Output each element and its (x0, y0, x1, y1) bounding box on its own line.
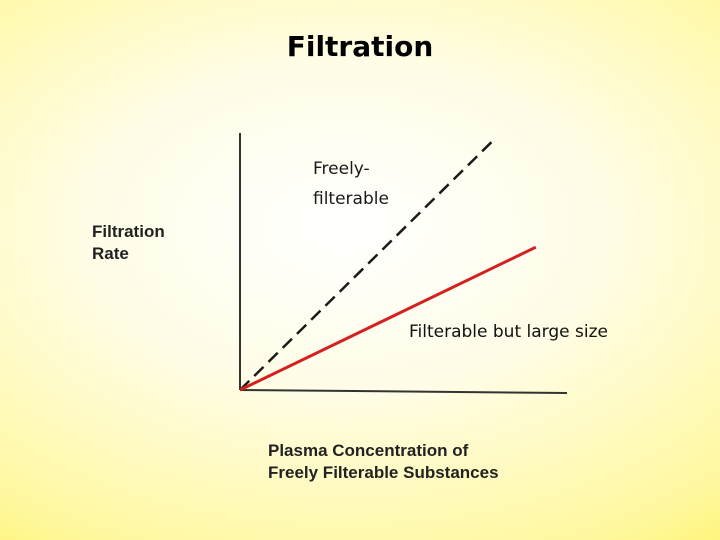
x-axis-label-line-2: Freely Filterable Substances (268, 463, 499, 482)
x-axis-label: Plasma Concentration of Freely Filterabl… (268, 441, 499, 482)
series-label-freely-filterable-line-1: Freely- (313, 159, 370, 179)
series-label-freely-filterable: Freely- filterable (313, 159, 389, 209)
x-axis-label-line-1: Plasma Concentration of (268, 441, 469, 460)
y-axis-label-line-2: Rate (92, 244, 129, 263)
series-label-freely-filterable-line-2: filterable (313, 189, 389, 209)
y-axis-label: Filtration Rate (92, 222, 169, 263)
y-axis-label-line-1: Filtration (92, 222, 165, 241)
chart-axes (239, 133, 568, 394)
x-axis-line (239, 389, 568, 394)
slide-title: Filtration (286, 30, 434, 63)
series-label-filterable-large-size: Filterable but large size (409, 322, 608, 342)
series-label-filterable-large-size-line-1: Filterable but large size (409, 322, 608, 342)
series-lines (239, 139, 537, 392)
series-line-1 (239, 245, 537, 392)
